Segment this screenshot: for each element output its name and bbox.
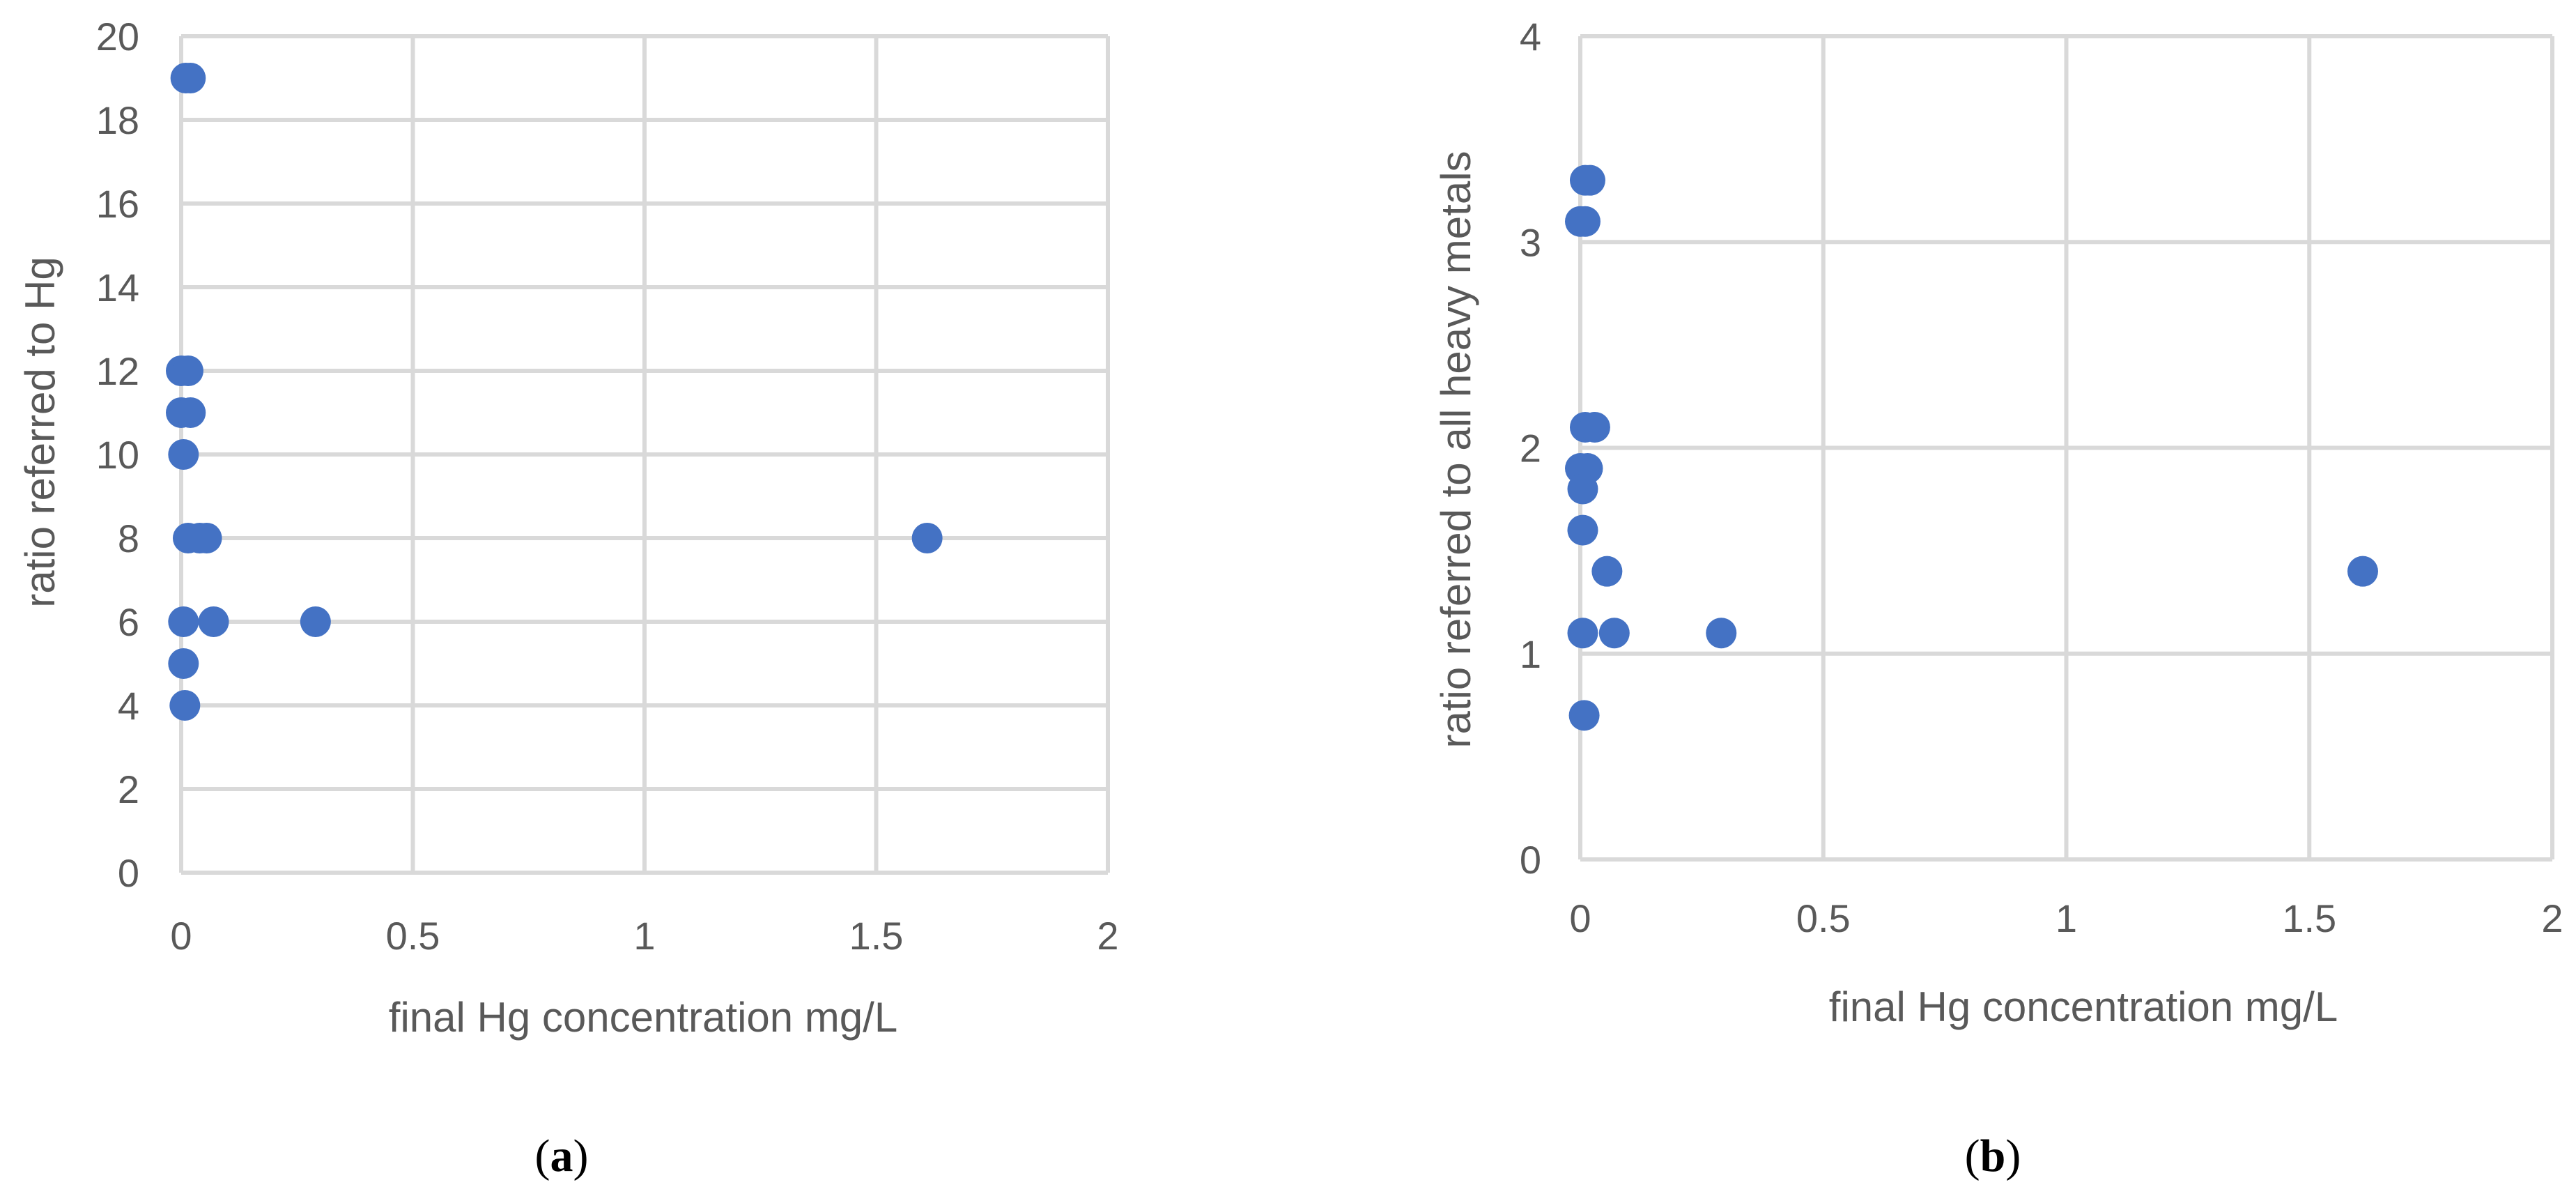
data-point [175, 63, 206, 93]
data-point [1574, 164, 1605, 196]
x-axis-title: final Hg concentration mg/L [1829, 983, 2338, 1030]
panel-caption: (a) [535, 1131, 589, 1181]
data-point [1579, 411, 1610, 443]
x-tick-label: 0 [170, 914, 192, 958]
y-tick-label: 10 [96, 433, 139, 477]
y-tick-label: 0 [118, 851, 139, 895]
data-point [1567, 618, 1598, 649]
y-tick-label: 8 [118, 516, 139, 560]
data-point [1569, 206, 1601, 237]
y-tick-label: 4 [118, 684, 139, 728]
data-point [300, 606, 331, 637]
x-axis-title: final Hg concentration mg/L [389, 994, 897, 1041]
y-axis-title: ratio referred to all heavy metals [1433, 151, 1479, 748]
chart-panel-a: 0 2 4 6 8 10 12 14 16 18 20 0 0.5 1 1.5 2 final Hg con… [17, 15, 1119, 1181]
chart-panel-b: 0 1 2 3 4 0 0.5 1 1.5 2 final Hg concentration m… [1433, 15, 2563, 1181]
x-tick-label: 1 [633, 914, 655, 958]
x-tick-labels: 0 0.5 1 1.5 2 [1569, 896, 2563, 940]
gridlines [1578, 34, 2554, 862]
data-point [1591, 556, 1623, 587]
y-tick-label: 6 [118, 600, 139, 644]
y-tick-labels: 0 1 2 3 4 [1520, 15, 1541, 882]
x-tick-label: 0.5 [1796, 896, 1851, 940]
panel-caption: (b) [1965, 1131, 2021, 1181]
y-tick-label: 14 [96, 266, 139, 309]
data-point [191, 523, 222, 553]
data-points [166, 63, 943, 721]
x-tick-labels: 0 0.5 1 1.5 2 [170, 914, 1118, 958]
data-point [2347, 556, 2378, 587]
y-tick-label: 20 [96, 15, 139, 59]
y-tick-label: 1 [1520, 632, 1541, 676]
y-tick-label: 3 [1520, 220, 1541, 264]
data-point [168, 439, 199, 470]
y-tick-label: 0 [1520, 838, 1541, 882]
x-tick-label: 1 [2056, 896, 2077, 940]
data-point [1568, 700, 1600, 731]
data-point [198, 606, 229, 637]
data-point [169, 690, 201, 721]
x-tick-label: 1.5 [849, 914, 904, 958]
y-tick-label: 2 [118, 767, 139, 811]
data-point [1706, 618, 1737, 649]
y-tick-label: 18 [96, 98, 139, 142]
x-tick-label: 1.5 [2282, 896, 2336, 940]
x-tick-label: 0.5 [386, 914, 440, 958]
data-point [1567, 473, 1598, 505]
x-tick-label: 0 [1569, 896, 1591, 940]
data-point [168, 606, 199, 637]
y-tick-labels: 0 2 4 6 8 10 12 14 16 18 20 [96, 15, 139, 895]
data-point [175, 397, 206, 428]
y-tick-label: 4 [1520, 15, 1541, 59]
gridlines [179, 34, 1110, 875]
data-point [172, 355, 203, 386]
x-tick-label: 2 [2541, 896, 2563, 940]
data-point [168, 648, 199, 679]
y-tick-label: 12 [96, 349, 139, 393]
y-tick-label: 16 [96, 182, 139, 226]
data-point [911, 523, 943, 553]
data-point [1567, 514, 1598, 546]
y-tick-label: 2 [1520, 427, 1541, 470]
data-point [1598, 618, 1630, 649]
data-points [1565, 164, 2378, 731]
x-tick-label: 2 [1097, 914, 1118, 958]
y-axis-title: ratio referred to Hg [17, 257, 63, 608]
